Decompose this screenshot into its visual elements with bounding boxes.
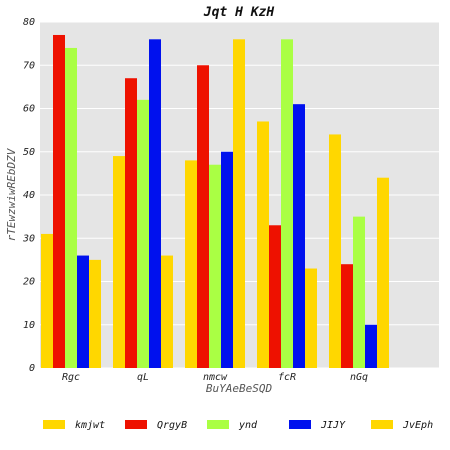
bar-QrgyB-Rgc [53,34,65,368]
legend-label-ynd: ynd [238,420,258,431]
legend-swatch-kmjwt [43,420,65,429]
bar-kmjwt-qL [113,156,125,368]
x-tick-label: fcR [278,372,296,383]
x-tick-label: nGq [350,372,368,383]
bars [41,34,389,369]
legend-label-JvEph: JvEph [402,420,433,431]
bar-JvEph-qL [161,255,173,368]
bar-kmjwt-fcR [257,121,269,368]
bar-ynd-qL [137,99,149,368]
x-tick-label: Rgc [62,372,80,383]
y-axis-ticks: 0 10 20 30 40 50 60 70 80 [22,17,35,374]
bar-JvEph-nmcw [233,39,245,369]
y-tick-label: 0 [29,363,35,374]
x-tick-label: nmcw [203,372,228,383]
bar-JvEph-nGq [377,177,389,368]
y-tick-label: 10 [23,320,35,331]
x-tick-label: qL [137,372,149,383]
y-tick-label: 60 [23,104,35,115]
bar-QrgyB-fcR [269,225,281,368]
bar-kmjwt-nGq [329,134,341,368]
bar-JIJY-fcR [293,104,305,369]
legend-label-JIJY: JIJY [320,420,346,431]
bar-JIJY-nmcw [221,151,233,368]
bar-JIJY-Rgc [77,255,89,368]
y-tick-label: 70 [23,60,35,71]
bar-JvEph-fcR [305,268,317,368]
legend-swatch-QrgyB [125,420,147,429]
y-tick-label: 50 [23,147,35,158]
y-tick-label: 30 [22,233,35,244]
bar-kmjwt-Rgc [41,233,53,368]
bar-JIJY-nGq [365,324,377,368]
chart-title: Jqt H KzH [203,5,275,20]
y-tick-label: 80 [23,17,35,28]
bar-QrgyB-qL [125,78,137,368]
x-axis-ticks: Rgc qL nmcw fcR nGq [62,372,368,383]
bar-JvEph-Rgc [89,259,101,368]
bar-ynd-Rgc [65,47,77,368]
legend: kmjwt QrgyB ynd JIJY JvEph [43,420,433,431]
bar-ynd-nGq [353,216,365,368]
y-tick-label: 20 [23,277,35,288]
bar-JIJY-qL [149,39,161,369]
bar-ynd-nmcw [209,164,221,368]
legend-label-QrgyB: QrgyB [157,420,187,431]
bar-ynd-fcR [281,39,293,369]
bar-kmjwt-nmcw [185,160,197,368]
y-tick-label: 40 [23,190,35,201]
legend-swatch-ynd [207,420,229,429]
legend-swatch-JIJY [289,420,311,429]
legend-label-kmjwt: kmjwt [75,420,105,431]
y-axis-label: rTEwzwiwREbDZV [5,147,18,241]
legend-swatch-JvEph [371,420,393,429]
bar-QrgyB-nGq [341,264,353,368]
x-axis-label: BuYAeBeSQD [206,382,273,395]
bar-QrgyB-nmcw [197,65,209,368]
